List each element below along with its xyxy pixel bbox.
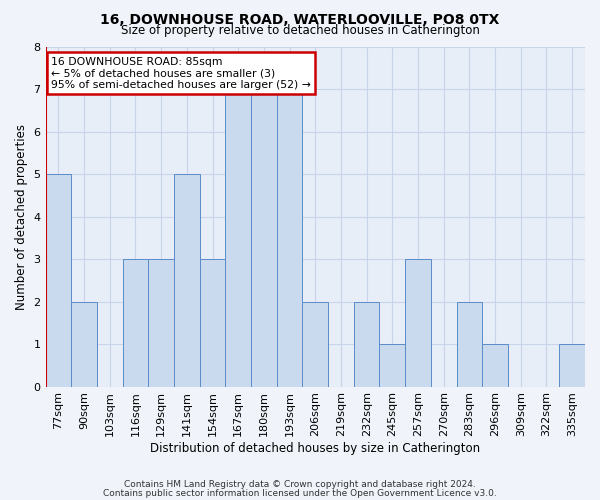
Bar — [71, 302, 97, 386]
Bar — [277, 89, 302, 386]
Text: 16 DOWNHOUSE ROAD: 85sqm
← 5% of detached houses are smaller (3)
95% of semi-det: 16 DOWNHOUSE ROAD: 85sqm ← 5% of detache… — [51, 56, 311, 90]
Bar — [226, 89, 251, 386]
Text: Contains public sector information licensed under the Open Government Licence v3: Contains public sector information licen… — [103, 488, 497, 498]
Text: Contains HM Land Registry data © Crown copyright and database right 2024.: Contains HM Land Registry data © Crown c… — [124, 480, 476, 489]
X-axis label: Distribution of detached houses by size in Catherington: Distribution of detached houses by size … — [150, 442, 481, 455]
Bar — [379, 344, 405, 387]
Bar — [354, 302, 379, 386]
Bar — [148, 259, 174, 386]
Bar — [251, 89, 277, 386]
Bar — [46, 174, 71, 386]
Text: Size of property relative to detached houses in Catherington: Size of property relative to detached ho… — [121, 24, 479, 37]
Bar — [200, 259, 226, 386]
Bar — [405, 259, 431, 386]
Bar — [457, 302, 482, 386]
Y-axis label: Number of detached properties: Number of detached properties — [15, 124, 28, 310]
Bar — [302, 302, 328, 386]
Bar — [122, 259, 148, 386]
Bar — [482, 344, 508, 387]
Text: 16, DOWNHOUSE ROAD, WATERLOOVILLE, PO8 0TX: 16, DOWNHOUSE ROAD, WATERLOOVILLE, PO8 0… — [100, 12, 500, 26]
Bar — [174, 174, 200, 386]
Bar — [559, 344, 585, 387]
